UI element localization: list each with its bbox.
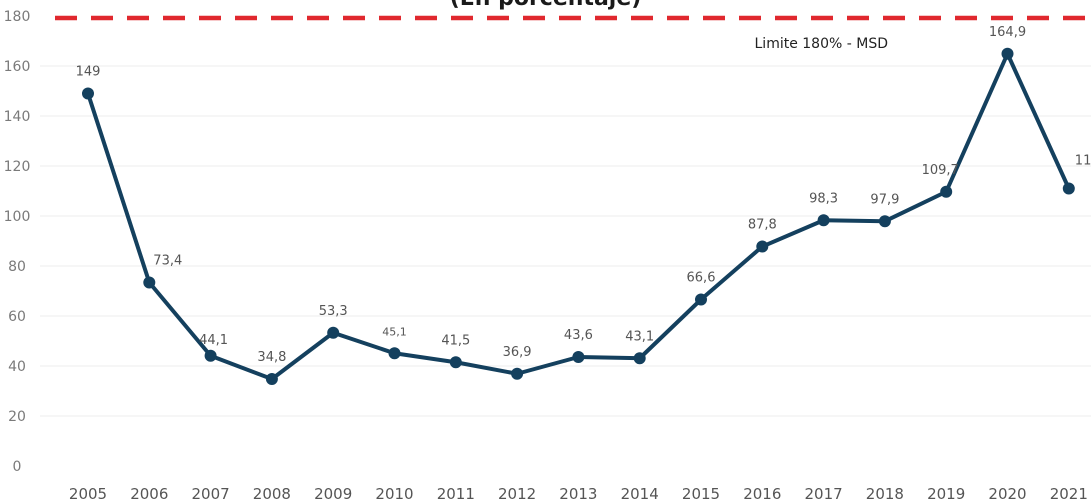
y-tick-label: 0 bbox=[13, 459, 22, 475]
data-label: 111 bbox=[1075, 154, 1091, 169]
x-tick-label: 2018 bbox=[866, 485, 904, 503]
data-label: 34,8 bbox=[257, 350, 286, 365]
data-point bbox=[511, 367, 524, 380]
x-tick-label: 2011 bbox=[437, 485, 475, 503]
x-tick-label: 2017 bbox=[805, 485, 843, 503]
y-tick-label: 100 bbox=[4, 209, 31, 225]
data-label: 41,5 bbox=[441, 333, 470, 348]
y-tick-label: 120 bbox=[4, 159, 31, 175]
data-label: 44,1 bbox=[199, 333, 228, 348]
y-tick-label: 20 bbox=[8, 409, 26, 425]
y-tick-label: 140 bbox=[4, 109, 31, 125]
x-tick-label: 2014 bbox=[621, 485, 659, 503]
x-tick-label: 2012 bbox=[498, 485, 536, 503]
x-tick-label: 2007 bbox=[192, 485, 230, 503]
data-label: 36,9 bbox=[503, 345, 532, 360]
data-label: 73,4 bbox=[153, 254, 182, 269]
reference-line-label: Limite 180% - MSD bbox=[755, 36, 889, 52]
x-tick-label: 2006 bbox=[130, 485, 168, 503]
y-tick-label: 160 bbox=[4, 59, 31, 75]
data-label: 53,3 bbox=[319, 304, 348, 319]
data-label: 43,1 bbox=[625, 329, 654, 344]
data-label: 97,9 bbox=[870, 192, 899, 207]
data-point bbox=[633, 352, 646, 365]
x-tick-label: 2010 bbox=[375, 485, 413, 503]
data-point bbox=[265, 373, 278, 385]
data-point bbox=[143, 276, 156, 289]
y-tick-label: 60 bbox=[8, 309, 26, 325]
data-label: 98,3 bbox=[809, 191, 838, 206]
data-point bbox=[204, 349, 217, 362]
data-point bbox=[756, 240, 769, 253]
data-label: 164,9 bbox=[989, 25, 1026, 40]
data-label: 87,8 bbox=[748, 218, 777, 233]
data-point bbox=[388, 347, 401, 360]
data-label: 45,1 bbox=[382, 325, 407, 338]
data-point bbox=[572, 351, 585, 363]
data-label: 109,7 bbox=[922, 163, 959, 178]
data-point bbox=[1062, 182, 1075, 195]
x-tick-label: 2005 bbox=[69, 485, 107, 503]
data-point bbox=[1001, 47, 1014, 60]
x-tick-label: 2016 bbox=[743, 485, 781, 503]
x-tick-label: 2015 bbox=[682, 485, 720, 503]
data-label: 66,6 bbox=[687, 271, 716, 286]
x-tick-label: 2019 bbox=[927, 485, 965, 503]
chart-title: (En porcentaje) bbox=[0, 0, 1091, 11]
y-tick-label: 180 bbox=[4, 9, 31, 25]
x-tick-label: 2021 bbox=[1050, 485, 1088, 503]
data-point bbox=[449, 356, 462, 369]
x-tick-label: 2009 bbox=[314, 485, 352, 503]
data-label: 43,6 bbox=[564, 328, 593, 343]
y-tick-label: 40 bbox=[8, 359, 26, 375]
data-point bbox=[82, 87, 94, 100]
x-tick-label: 2013 bbox=[559, 485, 597, 503]
x-tick-label: 2008 bbox=[253, 485, 291, 503]
data-point bbox=[327, 326, 340, 339]
data-point bbox=[878, 215, 891, 228]
x-tick-label: 2020 bbox=[988, 485, 1026, 503]
data-point bbox=[817, 214, 830, 227]
y-tick-label: 80 bbox=[8, 259, 26, 275]
data-point bbox=[695, 293, 707, 306]
data-label: 149 bbox=[76, 65, 101, 80]
data-point bbox=[940, 185, 953, 198]
